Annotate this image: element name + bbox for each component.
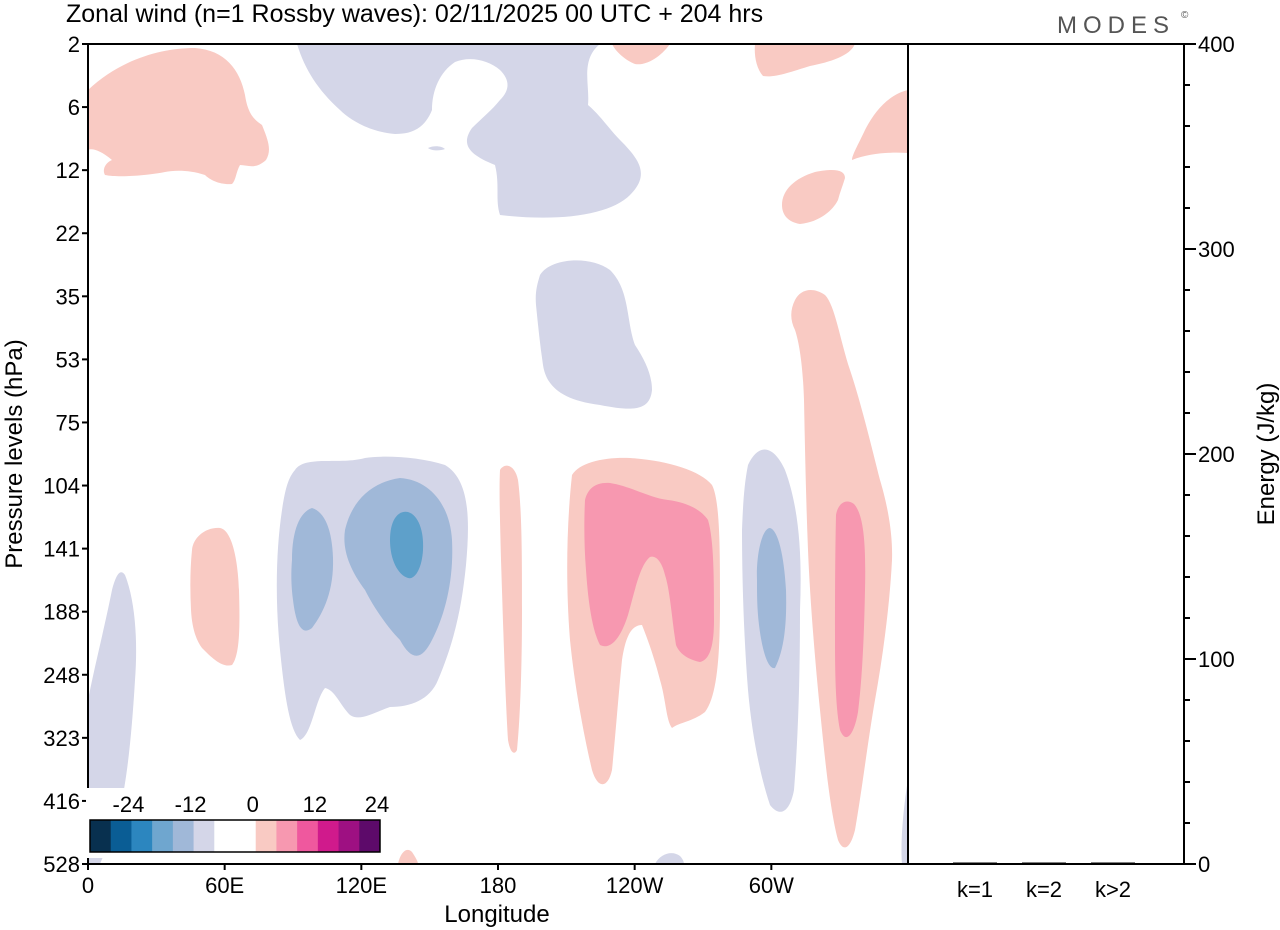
x-tick-label: 120E [336, 873, 387, 898]
y-axis-title: Pressure levels (hPa) [1, 339, 28, 568]
colorbar-swatch [255, 820, 277, 852]
contour-pos4-thin [499, 465, 522, 753]
colorbar-label: 0 [247, 792, 259, 817]
energy-tick-label: 300 [1198, 237, 1235, 262]
contour-pos4-bottom-wisp [398, 849, 418, 864]
colorbar-swatch [338, 820, 360, 852]
energy-category-label: k>2 [1095, 877, 1131, 902]
contour-neg4-upper [297, 44, 641, 218]
x-tick-label: 180 [480, 873, 517, 898]
contour-pos4-right-edge [852, 90, 908, 160]
y-tick-label: 12 [56, 158, 80, 183]
energy-bar [953, 862, 997, 864]
energy-tick-label: 100 [1198, 647, 1235, 672]
y-tick-label: 75 [56, 410, 80, 435]
contour-neg8-right [756, 528, 787, 669]
colorbar-swatch [110, 820, 132, 852]
y-tick-label: 188 [43, 600, 80, 625]
colorbar-swatch [193, 820, 215, 852]
energy-bars: k=1 k=2 k>2 [953, 862, 1135, 902]
colorbar-legend: -24 -12 0 12 24 [86, 788, 389, 858]
colorbar-swatch [172, 820, 195, 852]
colorbar-swatch [276, 820, 298, 852]
y-axis: 2 6 12 22 35 53 75 104 141 188 248 323 416 528 [43, 32, 88, 877]
x-axis-title: Longitude [444, 901, 549, 928]
contour-neg4-right-edge [901, 779, 908, 864]
colorbar-swatch [317, 820, 340, 852]
energy-tick-label: 400 [1198, 32, 1235, 57]
contour-pos8-right [835, 501, 866, 738]
y-tick-label: 323 [43, 726, 80, 751]
contour-neg4-upper-wisp [428, 146, 445, 151]
y-tick-label: 2 [68, 32, 80, 57]
contour-neg4-upper-mid [535, 260, 652, 409]
colorbar-label: 24 [365, 792, 389, 817]
x-tick-label: 60E [205, 873, 244, 898]
colorbar-swatch [90, 820, 112, 852]
contour-pos4-upper-left [88, 48, 269, 185]
y-tick-label: 141 [43, 537, 80, 562]
chart-title: Zonal wind (n=1 Rossby waves): 02/11/202… [66, 0, 763, 28]
y-tick-label: 53 [56, 347, 80, 372]
contour-neg4-bottom-wisp [655, 853, 684, 864]
colorbar-label: 12 [303, 792, 327, 817]
x-tick-label: 0 [82, 873, 94, 898]
y-tick-label: 104 [43, 474, 80, 499]
contour-layer [88, 44, 908, 864]
colorbar-frame [89, 819, 381, 853]
contour-pos8-center [584, 482, 714, 662]
x-axis: 0 60E 120E 180 120W 60W [82, 864, 794, 898]
y-tick-label: 528 [43, 852, 80, 877]
colorbar-swatch [235, 820, 257, 852]
colorbar-label: -12 [175, 792, 207, 817]
colorbar-swatch [214, 820, 236, 852]
energy-tick-label: 0 [1198, 852, 1210, 877]
colorbar-swatch [131, 820, 153, 852]
x-tick-label: 120W [606, 873, 664, 898]
y-tick-label: 248 [43, 663, 80, 688]
y-tick-label: 35 [56, 284, 80, 309]
contour-pos4-right-spot [782, 170, 845, 224]
energy-category-label: k=2 [1026, 877, 1062, 902]
y-tick-label: 22 [56, 221, 80, 246]
contour-pos4-upper-mid [612, 44, 670, 65]
colorbar-swatch [297, 820, 319, 852]
brand-mark: © [1181, 10, 1189, 21]
energy-bar [1022, 862, 1066, 864]
x-tick-label: 60W [749, 873, 794, 898]
contour-pos4-upper-right [754, 44, 855, 77]
contour-neg16-core [390, 511, 424, 579]
energy-bar [1091, 862, 1135, 864]
contour-neg8-left [291, 508, 334, 631]
brand-logo: MODES [1057, 12, 1175, 39]
colorbar-label: -24 [113, 792, 145, 817]
energy-tick-label: 200 [1198, 442, 1235, 467]
y-tick-label: 6 [68, 95, 80, 120]
energy-axis-title: Energy (J/kg) [1253, 383, 1280, 526]
energy-category-label: k=1 [957, 877, 993, 902]
colorbar-swatch [152, 820, 174, 852]
y-tick-label: 416 [43, 789, 80, 814]
colorbar-swatch [359, 820, 381, 852]
energy-axis: 0 100 200 300 400 [1184, 32, 1235, 877]
contour-pos4-left-blob [190, 527, 240, 666]
